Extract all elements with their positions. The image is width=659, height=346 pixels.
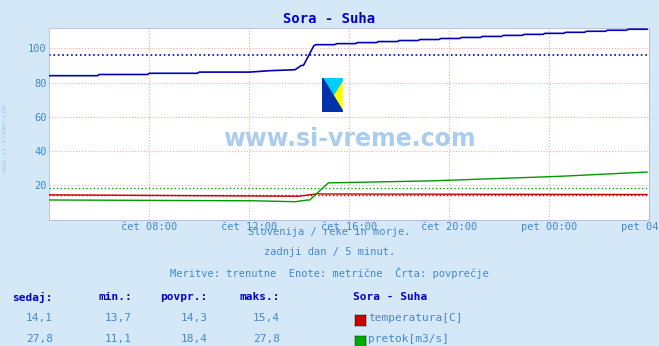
Text: 14,3: 14,3: [181, 313, 208, 323]
Text: 14,1: 14,1: [26, 313, 53, 323]
Text: sedaj:: sedaj:: [13, 292, 53, 303]
Text: povpr.:: povpr.:: [160, 292, 208, 302]
Text: 13,7: 13,7: [105, 313, 132, 323]
Text: www.si-vreme.com: www.si-vreme.com: [2, 104, 9, 172]
Text: Meritve: trenutne  Enote: metrične  Črta: povprečje: Meritve: trenutne Enote: metrične Črta: …: [170, 267, 489, 279]
Polygon shape: [322, 78, 343, 112]
Text: min.:: min.:: [98, 292, 132, 302]
Text: pretok[m3/s]: pretok[m3/s]: [368, 334, 449, 344]
Text: temperatura[C]: temperatura[C]: [368, 313, 463, 323]
Text: zadnji dan / 5 minut.: zadnji dan / 5 minut.: [264, 247, 395, 257]
Text: 27,8: 27,8: [253, 334, 280, 344]
Text: Sora - Suha: Sora - Suha: [283, 12, 376, 26]
Polygon shape: [322, 78, 343, 112]
Text: 11,1: 11,1: [105, 334, 132, 344]
Text: maks.:: maks.:: [240, 292, 280, 302]
Text: Slovenija / reke in morje.: Slovenija / reke in morje.: [248, 227, 411, 237]
Text: 15,4: 15,4: [253, 313, 280, 323]
Text: 18,4: 18,4: [181, 334, 208, 344]
Text: www.si-vreme.com: www.si-vreme.com: [223, 127, 476, 151]
Text: 27,8: 27,8: [26, 334, 53, 344]
Text: Sora - Suha: Sora - Suha: [353, 292, 427, 302]
Polygon shape: [322, 78, 343, 112]
